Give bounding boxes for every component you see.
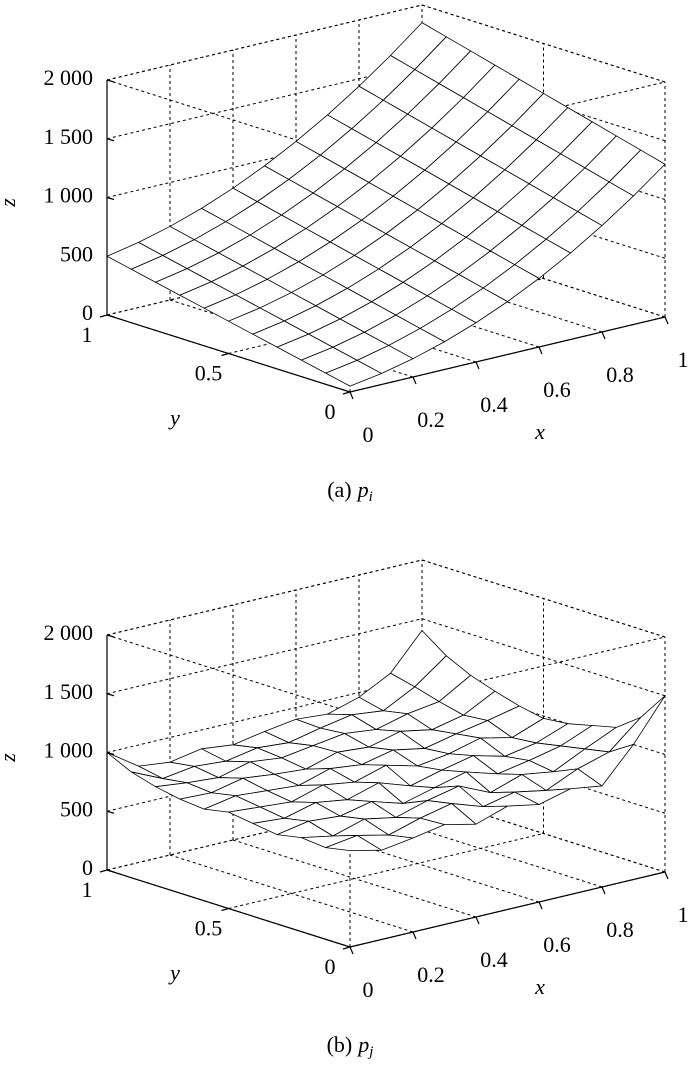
caption-subscript: i [369,489,373,505]
x-tick-label: 0 [363,977,374,1002]
x-tick-label: 0.4 [480,947,508,972]
y-tick-label: 1 [82,322,93,347]
tick-mark [99,314,108,318]
caption-variable: p [356,477,369,502]
z-tick-label: 1 500 [44,679,94,704]
x-tick-label: 0.8 [606,362,634,387]
tick-mark [664,871,669,880]
z-tick-label: 1 000 [44,738,94,763]
box-edge [421,559,666,638]
y-tick-label: 0 [325,399,336,424]
grid-line [106,618,423,695]
y-axis-label: y [168,405,180,430]
tick-mark [106,693,115,697]
tick-mark [106,869,115,873]
x-axis [349,316,666,393]
x-tick-label: 0.6 [543,932,571,957]
caption-label: (b) [327,1032,353,1057]
surface-patch [325,359,382,387]
x-axis-label: x [534,419,545,444]
tick-mark [99,869,108,873]
z-tick-label: 500 [60,241,93,266]
tick-mark [664,316,669,325]
x-tick-label: 0.2 [417,407,445,432]
grid-line [169,854,414,933]
tick-mark [412,931,417,940]
caption-label: (a) [327,477,351,502]
tick-mark [342,391,351,395]
x-axis-label: x [534,974,545,999]
tick-mark [349,391,354,400]
x-axis [349,871,666,948]
caption-subscript: j [367,1044,373,1060]
y-tick-label: 0.5 [195,361,223,386]
tick-mark [106,810,115,814]
z-tick-label: 2 000 [44,65,94,90]
tick-mark [106,138,115,142]
z-tick-label: 1 000 [44,183,94,208]
box-edge [106,559,423,636]
tick-mark [221,907,229,912]
box-edge [106,634,351,713]
tick-mark [475,916,480,925]
caption: (b) pj [327,1032,374,1060]
caption-variable: p [356,1032,369,1057]
tick-mark [601,331,606,340]
z-tick-label: 500 [60,796,93,821]
tick-mark [538,901,543,910]
tick-mark [538,346,543,355]
caption: (a) pi [327,477,373,505]
x-tick-label: 0.6 [543,377,571,402]
z-axis-label: z [0,198,20,208]
y-tick-label: 0 [325,954,336,979]
x-tick-label: 0.4 [480,392,508,417]
tick-mark [475,361,480,370]
tick-mark [106,634,115,638]
grid-line [421,618,666,697]
box-edge [106,4,423,81]
tick-mark [106,314,115,318]
y-axis-label: y [168,960,180,985]
x-tick-label: 1 [678,347,689,372]
y-tick-label: 1 [82,877,93,902]
z-tick-label: 0 [82,300,93,325]
tick-mark [106,196,115,201]
z-tick-label: 2 000 [44,620,94,645]
tick-mark [349,946,354,955]
z-tick-label: 0 [82,855,93,880]
surface-patch [608,695,666,753]
box-edge [421,4,666,83]
x-tick-label: 0.8 [606,917,634,942]
surface-patch [325,835,382,852]
x-tick-label: 0.2 [417,962,445,987]
z-axis-label: z [0,753,20,763]
x-tick-label: 1 [678,902,689,927]
x-tick-label: 0 [363,422,374,447]
tick-mark [412,376,417,385]
tick-mark [342,946,351,950]
tick-mark [106,79,115,83]
grid-line [232,839,477,918]
z-tick-label: 1 500 [44,124,94,149]
y-tick-label: 0.5 [195,916,223,941]
tick-mark [221,352,229,357]
tick-mark [601,886,606,895]
